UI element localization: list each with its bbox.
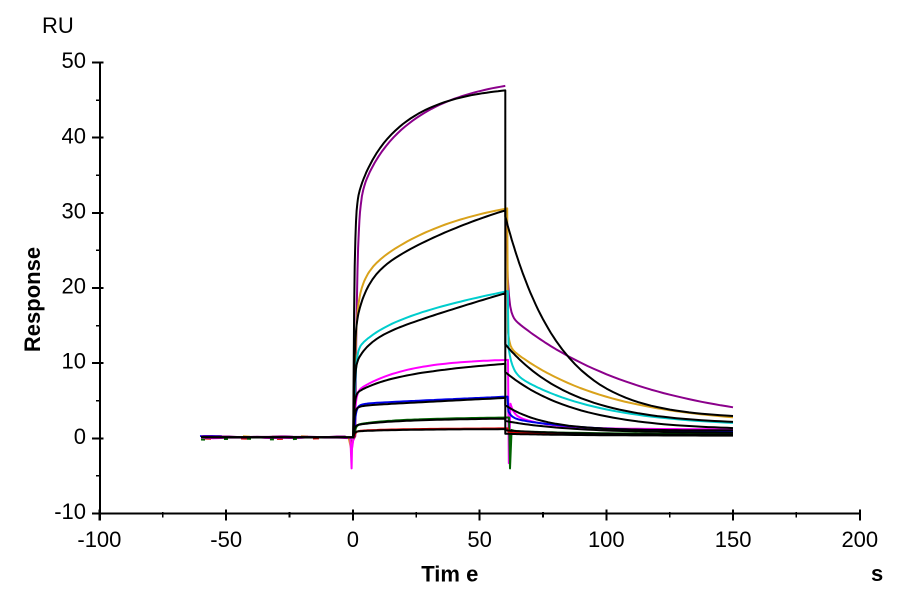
svg-text:Response: Response [20,247,45,352]
svg-text:30: 30 [62,198,86,223]
svg-text:100: 100 [588,527,625,552]
svg-text:-100: -100 [77,527,121,552]
svg-text:Tim e: Tim e [421,562,478,587]
svg-text:20: 20 [62,274,86,299]
svg-text:s: s [871,561,883,586]
svg-text:-50: -50 [210,527,242,552]
svg-text:50: 50 [467,527,491,552]
svg-text:200: 200 [841,527,878,552]
svg-text:40: 40 [62,123,86,148]
svg-text:0: 0 [347,527,359,552]
svg-text:RU: RU [42,13,74,38]
svg-text:0: 0 [74,424,86,449]
svg-text:-10: -10 [54,499,86,524]
svg-text:150: 150 [715,527,752,552]
svg-text:50: 50 [62,48,86,73]
svg-text:10: 10 [62,349,86,374]
